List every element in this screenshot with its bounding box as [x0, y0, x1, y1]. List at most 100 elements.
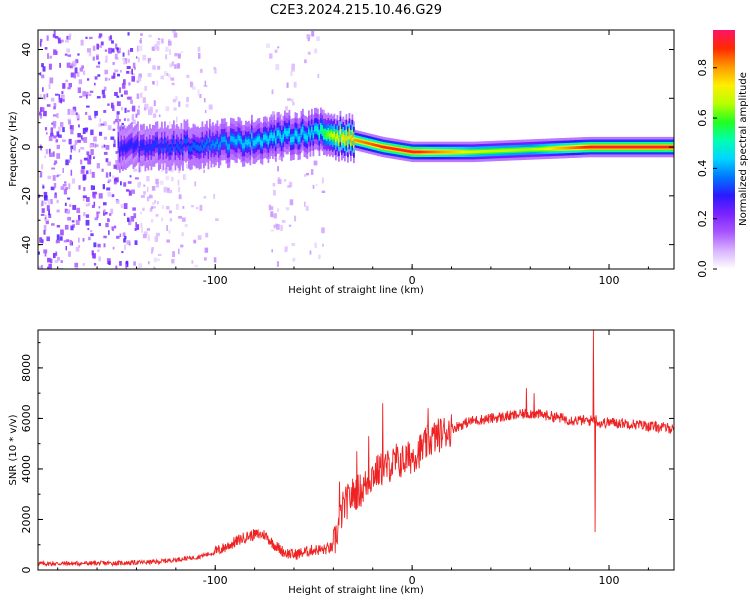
spectrogram-signal-cell	[155, 140, 157, 146]
spectrogram-noise-cell	[67, 118, 71, 121]
spectrogram-signal-cell	[479, 150, 481, 153]
spectrogram-signal-cell	[416, 150, 418, 154]
spectrogram-signal-cell	[591, 145, 594, 149]
spectrogram-signal-cell	[147, 146, 150, 153]
spectrogram-signal-cell	[668, 145, 670, 149]
spectrogram-noise-cell	[163, 186, 168, 193]
spectrogram-signal-cell	[380, 145, 382, 148]
spectrogram-signal-cell	[171, 142, 174, 148]
spectrogram-noise-cell	[123, 61, 127, 65]
spectrogram-signal-cell	[297, 136, 300, 142]
spectrogram-noise-cell	[54, 192, 57, 196]
spectrogram-signal-cell	[389, 146, 391, 150]
spectrogram-noise-cell	[290, 71, 293, 76]
spectrogram-noise-cell	[163, 71, 168, 76]
spectrogram-noise-cell	[153, 257, 157, 263]
spectrogram-noise-cell	[72, 60, 77, 67]
spectrogram-noise-cell	[183, 174, 185, 180]
spectrogram-signal-cell	[396, 148, 399, 151]
spectrogram-signal-cell	[287, 130, 289, 137]
spectrogram-noise-cell	[111, 194, 115, 198]
spectrogram-noise-cell	[58, 134, 62, 138]
spectrogram-noise-cell	[131, 189, 135, 194]
spectrogram-noise-cell	[103, 151, 108, 155]
spectrogram-noise-cell	[125, 260, 129, 267]
spectrogram-noise-cell	[95, 144, 99, 147]
spectrogram-noise-cell	[64, 202, 67, 206]
spectrogram-signal-cell	[533, 148, 535, 151]
spectrogram-signal-cell	[138, 148, 141, 155]
spectrogram-noise-cell	[168, 74, 171, 78]
spectrogram-noise-cell	[71, 178, 76, 184]
spectrogram-noise-cell	[191, 205, 194, 208]
spectrogram-noise-cell	[178, 194, 182, 200]
spectrogram-noise-cell	[178, 248, 180, 255]
spectrogram-noise-cell	[148, 34, 152, 38]
spectrogram-signal-cell	[590, 145, 592, 149]
spectrogram-signal-cell	[146, 144, 148, 150]
spectrogram-signal-cell	[501, 149, 504, 152]
spectrogram-signal-cell	[426, 150, 429, 154]
spectrogram-signal-cell	[428, 150, 430, 154]
spectrogram-signal-cell	[431, 150, 433, 154]
spectrogram-noise-cell	[69, 204, 72, 207]
spectrogram-noise-cell	[69, 154, 72, 160]
spectrogram-noise-cell	[292, 101, 295, 106]
spectrogram-signal-cell	[174, 146, 177, 153]
spectrogram-noise-cell	[73, 73, 76, 79]
spectrogram-signal-cell	[261, 141, 264, 147]
spectrogram-signal-cell	[531, 148, 534, 151]
spectrogram-signal-cell	[513, 148, 516, 152]
spectrogram-noise-cell	[113, 120, 116, 125]
spectrogram-noise-cell	[128, 190, 132, 196]
spectrogram-noise-cell	[41, 74, 45, 79]
spectrogram-signal-cell	[588, 145, 591, 149]
spectrogram-signal-cell	[527, 148, 529, 151]
spectrogram-signal-cell	[284, 128, 286, 135]
spectrogram-noise-cell	[174, 64, 177, 69]
spectrogram-noise-cell	[273, 213, 277, 219]
spectrogram-signal-cell	[483, 150, 486, 153]
spectrogram-noise-cell	[57, 256, 60, 261]
spectrogram-noise-cell	[177, 53, 181, 59]
spectrogram-noise-cell	[81, 165, 86, 170]
spectrogram-signal-cell	[269, 135, 271, 141]
spectrogram-noise-cell	[105, 158, 109, 163]
spectrogram-noise-cell	[98, 123, 102, 127]
spectrogram-noise-cell	[123, 118, 126, 121]
spectrogram-noise-cell	[53, 135, 57, 139]
spectrogram-noise-cell	[113, 164, 117, 169]
spectrogram-noise-cell	[180, 51, 183, 54]
spectrogram-noise-cell	[69, 33, 72, 36]
spectrogram-signal-cell	[633, 145, 636, 149]
spectrogram-noise-cell	[288, 181, 293, 188]
spectrogram-noise-cell	[173, 107, 177, 111]
spectrogram-noise-cell	[111, 75, 115, 79]
spectrogram-signal-cell	[183, 137, 186, 144]
spectrogram-signal-cell	[351, 132, 354, 138]
spectrogram-noise-cell	[46, 104, 51, 107]
spectrogram-noise-cell	[49, 77, 54, 84]
spectrogram-noise-cell	[44, 127, 48, 131]
spectrogram-noise-cell	[165, 175, 169, 181]
spectrogram-noise-cell	[93, 201, 96, 207]
spectrogram-x-axis-label: Height of straight line (km)	[288, 285, 424, 296]
spectrogram-noise-cell	[151, 46, 156, 51]
spectrogram-signal-cell	[353, 139, 355, 145]
spectrogram-signal-cell	[195, 144, 198, 151]
spectrogram-noise-cell	[87, 78, 90, 81]
spectrogram-noise-cell	[145, 104, 149, 110]
spectrogram-noise-cell	[128, 70, 133, 74]
spectrogram-noise-cell	[98, 33, 103, 37]
spectrogram-signal-cell	[603, 145, 606, 149]
spectrogram-noise-cell	[77, 139, 81, 143]
spectrogram-noise-cell	[100, 41, 104, 46]
spectrogram-noise-cell	[139, 166, 142, 173]
spectrogram-signal-cell	[636, 145, 639, 149]
spectrogram-noise-cell	[205, 232, 209, 238]
spectrogram-noise-cell	[98, 193, 103, 199]
spectrogram-noise-cell	[108, 261, 111, 265]
spectrogram-noise-cell	[190, 81, 192, 88]
spectrogram-signal-cell	[440, 150, 442, 154]
